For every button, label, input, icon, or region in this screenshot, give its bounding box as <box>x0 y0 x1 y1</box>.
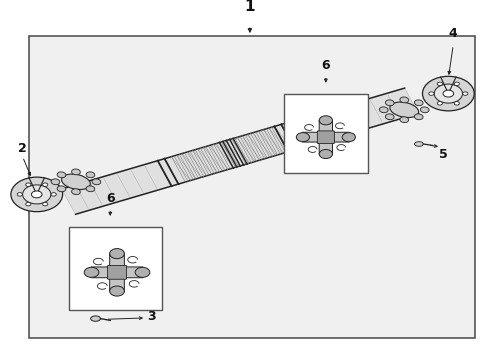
Ellipse shape <box>72 189 80 195</box>
Ellipse shape <box>422 76 474 111</box>
Ellipse shape <box>17 193 23 196</box>
Bar <box>69 227 162 310</box>
Ellipse shape <box>390 102 418 117</box>
Text: 4: 4 <box>449 27 458 40</box>
FancyBboxPatch shape <box>319 120 333 154</box>
Ellipse shape <box>86 172 95 178</box>
Ellipse shape <box>43 202 48 206</box>
Ellipse shape <box>415 114 423 120</box>
Ellipse shape <box>92 179 101 185</box>
Ellipse shape <box>463 92 468 95</box>
Ellipse shape <box>342 132 355 142</box>
Ellipse shape <box>57 186 66 192</box>
Ellipse shape <box>51 179 60 185</box>
Ellipse shape <box>23 185 51 204</box>
Ellipse shape <box>400 97 409 103</box>
Ellipse shape <box>25 202 31 206</box>
Ellipse shape <box>110 286 124 296</box>
Ellipse shape <box>51 193 56 196</box>
Ellipse shape <box>57 172 66 178</box>
Ellipse shape <box>415 100 423 106</box>
FancyBboxPatch shape <box>91 267 143 278</box>
Ellipse shape <box>296 132 310 142</box>
Text: 6: 6 <box>106 192 115 205</box>
Ellipse shape <box>437 82 442 86</box>
Polygon shape <box>62 88 418 214</box>
FancyBboxPatch shape <box>108 265 126 279</box>
Ellipse shape <box>379 107 388 113</box>
Ellipse shape <box>25 183 31 186</box>
Ellipse shape <box>72 169 80 175</box>
Ellipse shape <box>11 177 63 212</box>
Ellipse shape <box>91 316 100 321</box>
Ellipse shape <box>84 267 99 277</box>
Ellipse shape <box>62 174 90 189</box>
Ellipse shape <box>434 84 463 103</box>
Ellipse shape <box>386 100 394 106</box>
Ellipse shape <box>31 191 42 198</box>
Ellipse shape <box>400 117 409 123</box>
Ellipse shape <box>454 82 460 86</box>
Ellipse shape <box>319 149 332 158</box>
Ellipse shape <box>437 102 442 105</box>
Ellipse shape <box>420 107 429 113</box>
Text: 5: 5 <box>439 148 448 161</box>
Text: 3: 3 <box>147 310 156 323</box>
Ellipse shape <box>415 141 423 146</box>
FancyBboxPatch shape <box>302 132 349 142</box>
Ellipse shape <box>319 116 332 125</box>
Text: 1: 1 <box>245 0 255 14</box>
Text: 6: 6 <box>321 59 330 72</box>
Bar <box>29 36 475 338</box>
Ellipse shape <box>454 102 460 105</box>
Text: 2: 2 <box>18 142 27 155</box>
Ellipse shape <box>443 90 454 97</box>
Bar <box>284 94 368 173</box>
Ellipse shape <box>429 92 434 95</box>
Ellipse shape <box>386 114 394 120</box>
Ellipse shape <box>43 183 48 186</box>
FancyBboxPatch shape <box>318 131 334 143</box>
Ellipse shape <box>135 267 150 277</box>
Ellipse shape <box>110 248 124 258</box>
Ellipse shape <box>86 186 95 192</box>
FancyBboxPatch shape <box>110 253 124 292</box>
